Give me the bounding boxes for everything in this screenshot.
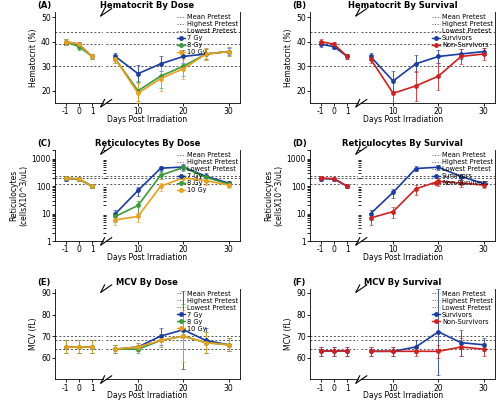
Legend: Mean Pretest, Highest Pretest, Lowest Pretest, 7 Gy, 8 Gy, 10 Gy: Mean Pretest, Highest Pretest, Lowest Pr… [176, 290, 238, 332]
Text: Days Post Irradiation: Days Post Irradiation [362, 115, 442, 124]
Text: MCV By Survival: MCV By Survival [364, 277, 442, 286]
Text: (A): (A) [38, 1, 52, 10]
Legend: Mean Pretest, Highest Pretest, Lowest Pretest, Survivors, Non-Survivors: Mean Pretest, Highest Pretest, Lowest Pr… [431, 13, 494, 49]
Text: Reticulocytes By Survival: Reticulocytes By Survival [342, 140, 463, 149]
Text: MCV By Dose: MCV By Dose [116, 277, 178, 286]
Text: Days Post Irradiation: Days Post Irradiation [108, 391, 188, 400]
Text: (F): (F) [292, 277, 306, 286]
Y-axis label: MCV (fL): MCV (fL) [30, 318, 38, 350]
Y-axis label: Reticulocytes
(cellsX10^3/uL): Reticulocytes (cellsX10^3/uL) [10, 165, 29, 226]
Text: Reticulocytes By Dose: Reticulocytes By Dose [94, 140, 200, 149]
Text: (C): (C) [38, 140, 52, 149]
Text: Days Post Irradiation: Days Post Irradiation [362, 253, 442, 262]
Y-axis label: Hematocrit (%): Hematocrit (%) [30, 29, 38, 87]
Text: Days Post Irradiation: Days Post Irradiation [108, 115, 188, 124]
Text: Days Post Irradiation: Days Post Irradiation [362, 391, 442, 400]
Text: (D): (D) [292, 140, 308, 149]
Legend: Mean Pretest, Highest Pretest, Lowest Pretest, 7 Gy, 8 Gy, 10 Gy: Mean Pretest, Highest Pretest, Lowest Pr… [176, 152, 238, 194]
Legend: Mean Pretest, Highest Pretest, Lowest Pretest, Survivors, Non-Survivors: Mean Pretest, Highest Pretest, Lowest Pr… [431, 290, 494, 325]
Text: (B): (B) [292, 1, 307, 10]
Text: (E): (E) [38, 277, 51, 286]
Text: Hematocrit By Dose: Hematocrit By Dose [100, 1, 194, 10]
Text: Hematocrit By Survival: Hematocrit By Survival [348, 1, 458, 10]
Y-axis label: Reticulocytes
(cellsX10^3/uL): Reticulocytes (cellsX10^3/uL) [264, 165, 284, 226]
Y-axis label: Hematocrit (%): Hematocrit (%) [284, 29, 294, 87]
Y-axis label: MCV (fL): MCV (fL) [284, 318, 294, 350]
Text: Days Post Irradiation: Days Post Irradiation [108, 253, 188, 262]
Legend: Mean Pretest, Highest Pretest, Lowest Pretest, Survivors, Non-Survivors: Mean Pretest, Highest Pretest, Lowest Pr… [431, 152, 494, 187]
Legend: Mean Pretest, Highest Pretest, Lowest Pretest, 7 Gy, 8 Gy, 10 Gy: Mean Pretest, Highest Pretest, Lowest Pr… [176, 13, 238, 56]
